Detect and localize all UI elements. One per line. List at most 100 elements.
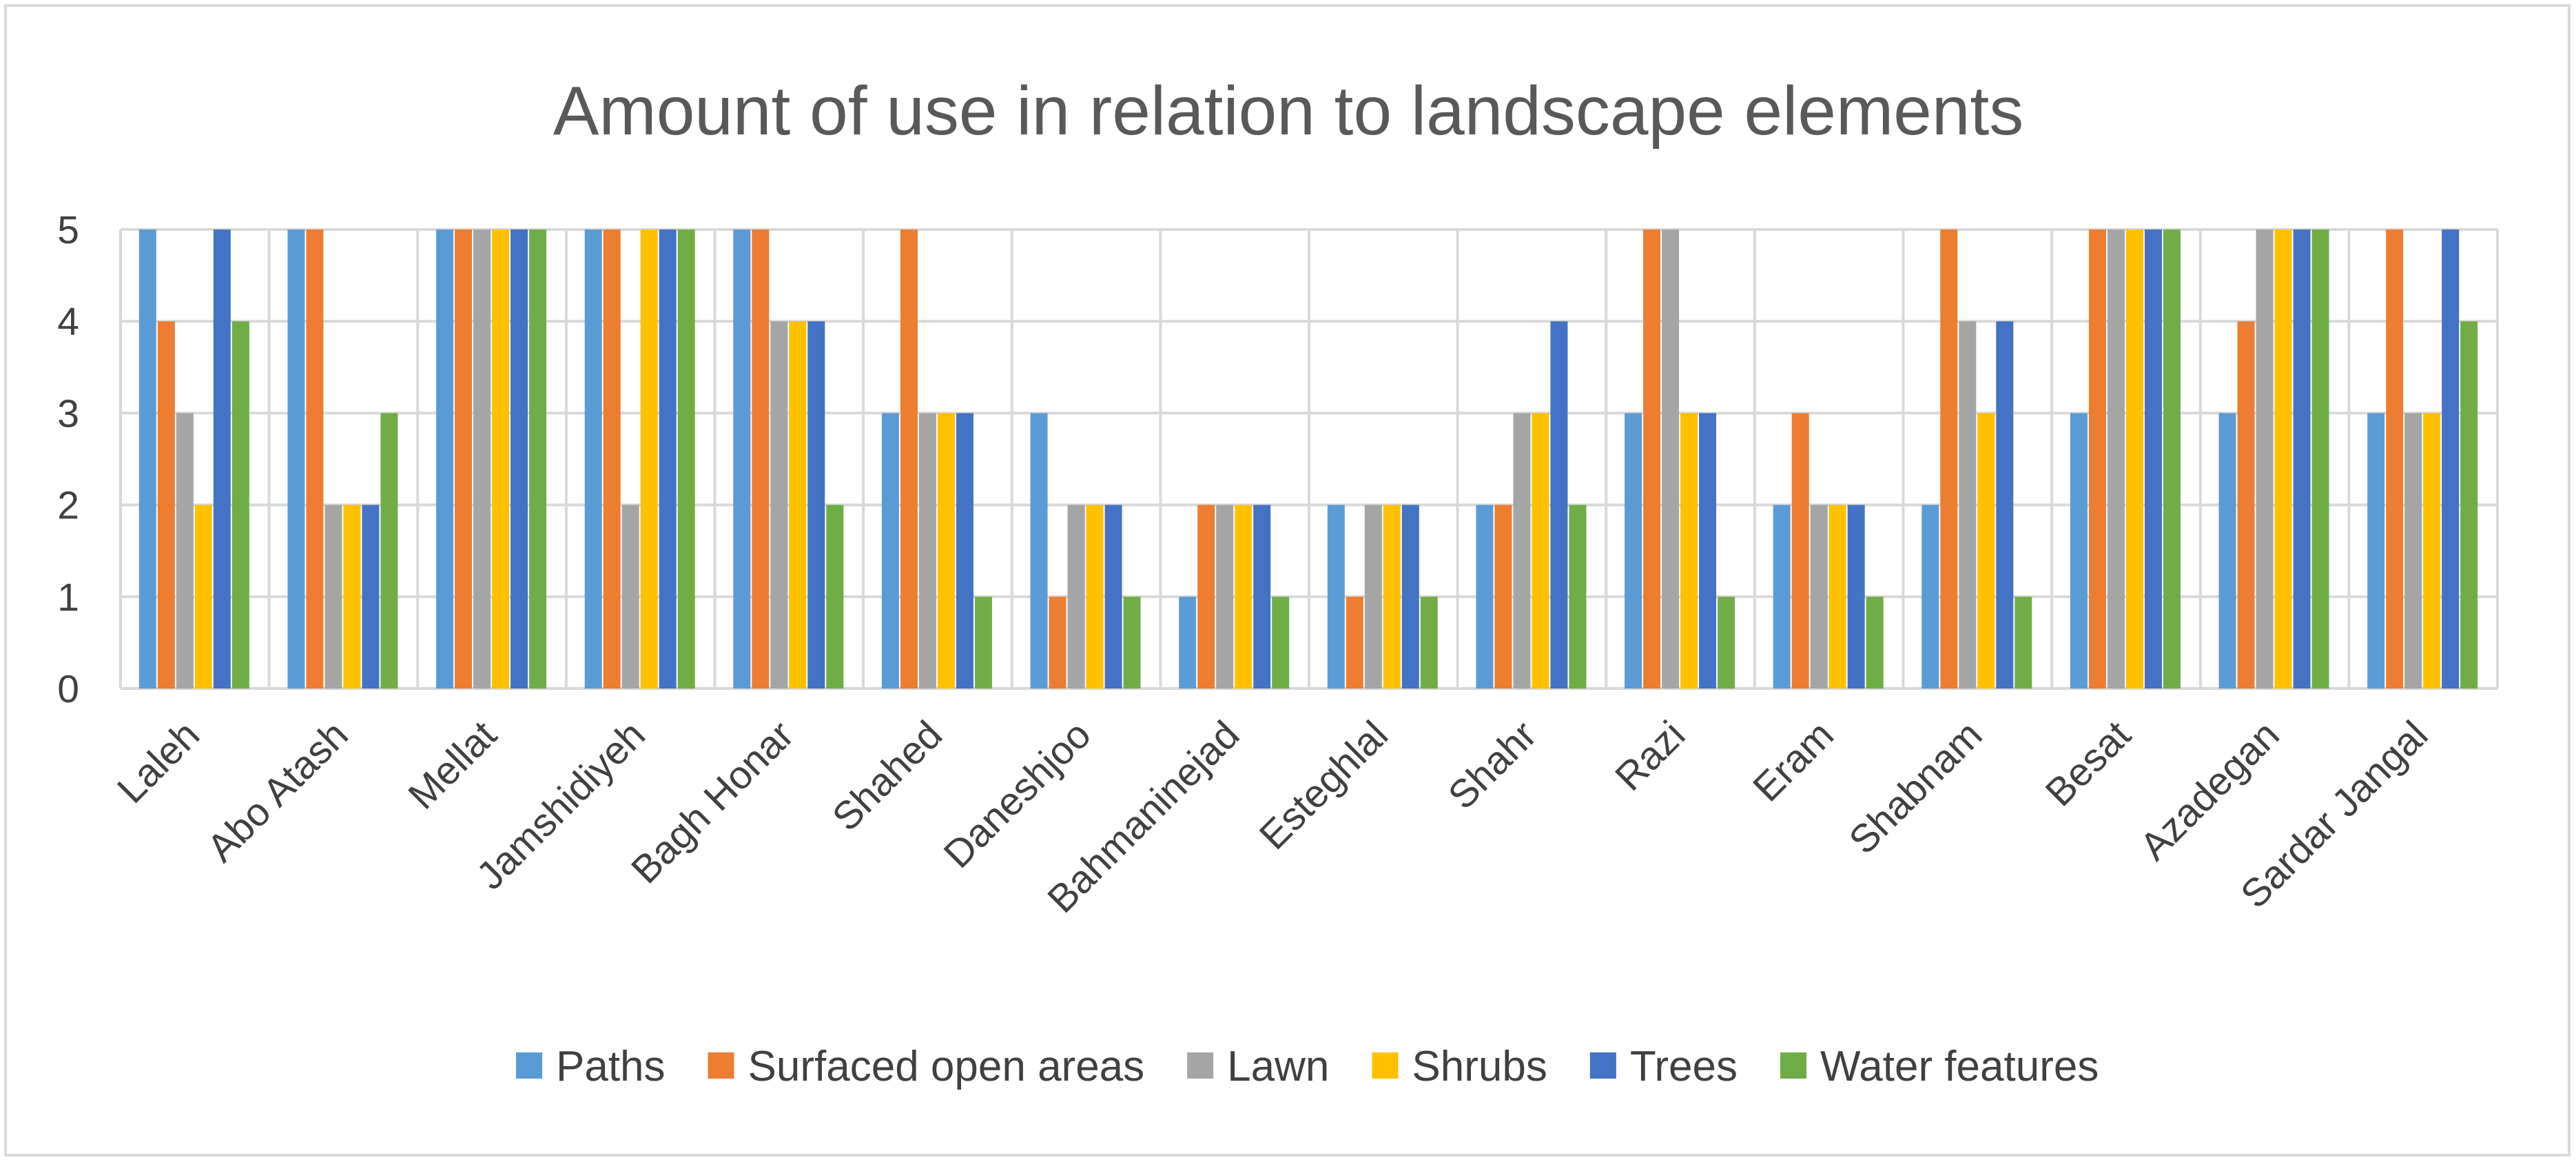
bar-shrubs <box>194 504 212 689</box>
bar-shrubs <box>343 504 361 689</box>
bar-trees <box>659 230 677 689</box>
y-tick-label: 5 <box>57 208 79 252</box>
x-category-label: Azadegan <box>2132 713 2288 869</box>
bar-lawn <box>1513 413 1531 689</box>
bar-shrubs <box>1977 413 1995 689</box>
bar-surfaced-open-areas <box>900 230 918 689</box>
legend-swatch <box>1589 1052 1616 1079</box>
bar-water-features <box>974 596 992 689</box>
bars <box>138 230 2478 689</box>
bar-lawn <box>1810 504 1828 689</box>
bar-paths <box>733 230 751 689</box>
bar-trees <box>956 413 973 689</box>
bar-water-features <box>1123 596 1141 689</box>
legend-label: Paths <box>556 1043 666 1090</box>
bar-trees <box>362 504 380 689</box>
y-axis-ticks: 0 1 2 3 4 5 <box>57 208 79 711</box>
bar-water-features <box>2311 230 2329 689</box>
bar-shrubs <box>1086 504 1104 689</box>
bar-shrubs <box>492 230 510 689</box>
bar-water-features <box>1420 596 1438 689</box>
y-tick-label: 1 <box>57 575 79 620</box>
bar-surfaced-open-areas <box>1643 230 1661 689</box>
bar-surfaced-open-areas <box>1049 596 1067 689</box>
bar-shrubs <box>1532 413 1549 689</box>
bar-lawn <box>1959 321 1977 689</box>
bar-trees <box>1550 321 1568 689</box>
bar-shrubs <box>1235 504 1253 689</box>
bar-water-features <box>1718 596 1735 689</box>
bar-shrubs <box>2125 230 2143 689</box>
bar-lawn <box>1364 504 1382 689</box>
y-tick-label: 2 <box>57 484 79 528</box>
x-category-label: Shahed <box>824 713 951 839</box>
bar-surfaced-open-areas <box>1940 230 1958 689</box>
legend-swatch <box>516 1052 542 1079</box>
bar-water-features <box>2163 230 2181 689</box>
bar-trees <box>2293 230 2311 689</box>
bar-lawn <box>2256 230 2274 689</box>
bar-shrubs <box>1383 504 1401 689</box>
bar-shrubs <box>1680 413 1698 689</box>
bar-paths <box>1921 504 1939 689</box>
bar-lawn <box>918 413 936 689</box>
y-tick-label: 0 <box>57 667 79 711</box>
bar-lawn <box>1067 504 1085 689</box>
bar-paths <box>2218 413 2236 689</box>
bar-shrubs <box>937 413 955 689</box>
bar-lawn <box>324 504 342 689</box>
bar-water-features <box>2460 321 2478 689</box>
bar-water-features <box>677 230 695 689</box>
bar-trees <box>2144 230 2162 689</box>
x-category-label: Razi <box>1607 713 1693 799</box>
bar-water-features <box>1569 504 1587 689</box>
legend-swatch <box>1372 1052 1399 1079</box>
x-category-label: Eram <box>1744 713 1842 811</box>
bar-water-features <box>826 504 844 689</box>
legend-label: Trees <box>1630 1043 1738 1090</box>
bar-paths <box>584 230 602 689</box>
x-category-label: Esteghlal <box>1251 713 1397 858</box>
bar-surfaced-open-areas <box>1197 504 1215 689</box>
bar-trees <box>1401 504 1419 689</box>
bar-surfaced-open-areas <box>2088 230 2106 689</box>
bar-paths <box>881 413 899 689</box>
bar-paths <box>287 230 305 689</box>
bar-paths <box>2367 413 2385 689</box>
legend-label: Water features <box>1820 1043 2099 1090</box>
bar-surfaced-open-areas <box>2386 230 2404 689</box>
bar-lawn <box>2107 230 2125 689</box>
bar-lawn <box>1216 504 1234 689</box>
legend-swatch <box>708 1052 734 1079</box>
x-category-label: Daneshjoo <box>936 713 1100 877</box>
bar-shrubs <box>2423 413 2441 689</box>
bar-surfaced-open-areas <box>1346 596 1363 689</box>
bar-shrubs <box>1828 504 1846 689</box>
bar-paths <box>1030 413 1048 689</box>
legend-swatch <box>1780 1052 1807 1079</box>
bar-paths <box>1476 504 1494 689</box>
bar-surfaced-open-areas <box>306 230 324 689</box>
bar-trees <box>1847 504 1865 689</box>
bar-trees <box>511 230 528 689</box>
bar-lawn <box>1662 230 1680 689</box>
bar-surfaced-open-areas <box>752 230 770 689</box>
bar-surfaced-open-areas <box>455 230 473 689</box>
bar-surfaced-open-areas <box>1791 413 1809 689</box>
legend-label: Surfaced open areas <box>748 1043 1145 1090</box>
legend-swatch <box>1187 1052 1214 1079</box>
x-category-label: Mellat <box>400 713 505 818</box>
bar-lawn <box>2404 413 2422 689</box>
bar-surfaced-open-areas <box>157 321 175 689</box>
bar-shrubs <box>640 230 658 689</box>
x-category-label: Shabnam <box>1841 713 1991 863</box>
bar-trees <box>1996 321 2014 689</box>
y-tick-label: 3 <box>57 391 79 436</box>
bar-water-features <box>380 413 398 689</box>
bar-trees <box>1104 504 1122 689</box>
x-category-label: Bagh Honar <box>623 713 802 892</box>
bar-lawn <box>473 230 491 689</box>
bar-shrubs <box>2274 230 2292 689</box>
